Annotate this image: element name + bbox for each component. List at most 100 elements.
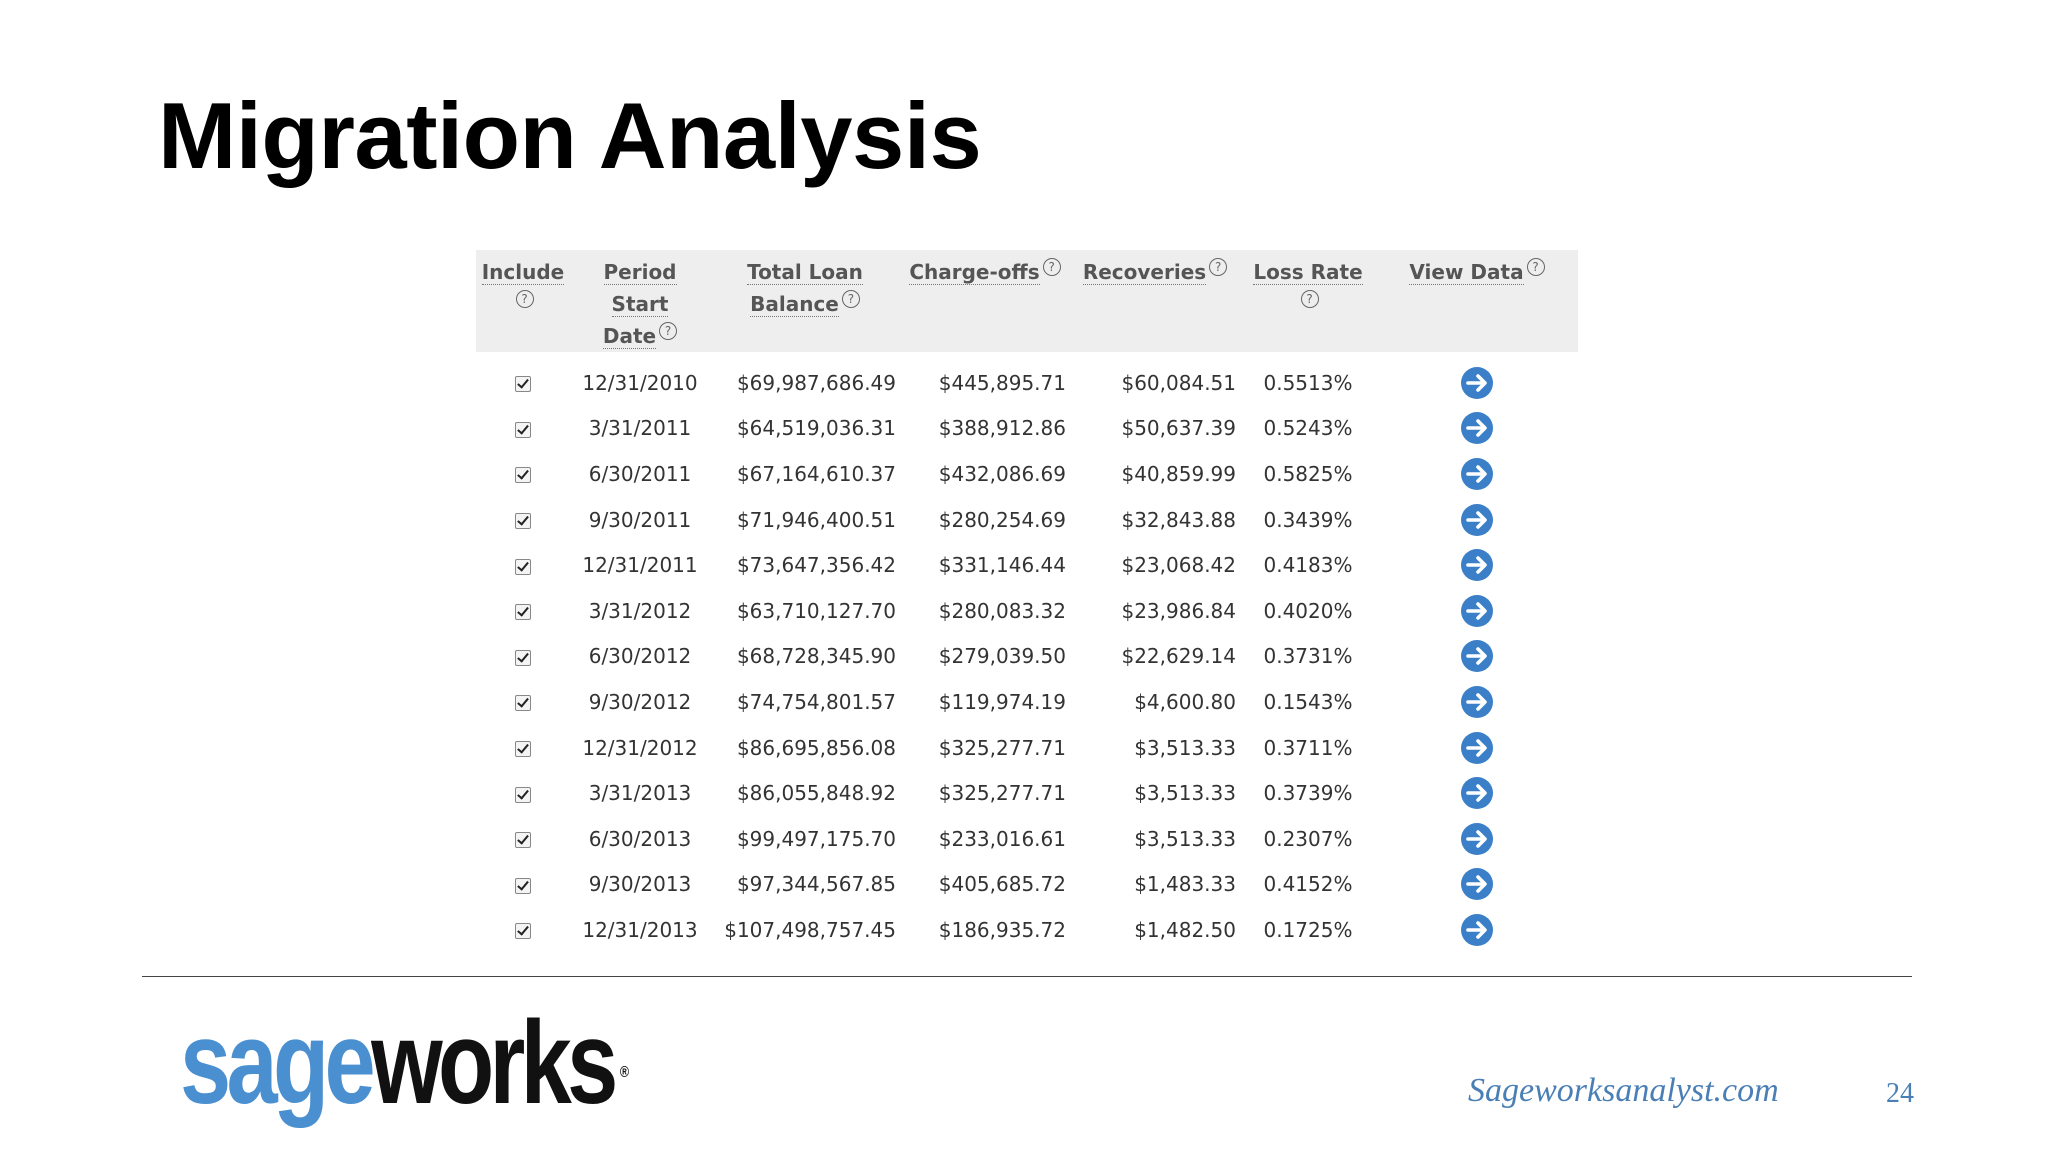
include-checkbox[interactable]: [515, 421, 531, 438]
cell-recoveries: $23,068.42: [1121, 553, 1236, 578]
include-checkbox[interactable]: [515, 832, 531, 849]
table-row: 3/31/2011 $64,519,036.31 $388,912.86 $50,63…: [476, 406, 1578, 452]
cell-recoveries: $22,629.14: [1121, 644, 1236, 669]
cell-view-data: [1376, 542, 1578, 588]
cell-view-data: [1376, 816, 1578, 862]
arrow-right-circle-icon[interactable]: [1460, 457, 1494, 491]
cell-recoveries: $3,513.33: [1134, 735, 1236, 760]
include-checkbox[interactable]: [515, 741, 531, 758]
help-icon[interactable]: ?: [1042, 258, 1061, 277]
cell-period-start-date: 3/31/2012: [588, 598, 692, 623]
header-period-start-date: Period Start Date?: [570, 250, 710, 352]
cell-total-loan-balance: $67,164,610.37: [736, 461, 896, 486]
include-checkbox[interactable]: [515, 558, 531, 575]
cell-view-data: [1376, 907, 1578, 953]
table-row: 3/31/2012 $63,710,127.70 $280,083.32 $23,98…: [476, 588, 1578, 634]
cell-period-start-date: 6/30/2013: [588, 826, 692, 851]
header-view-data: View Data?: [1376, 250, 1578, 352]
cell-charge-offs: $280,083.32: [938, 598, 1066, 623]
cell-charge-offs: $331,146.44: [938, 553, 1066, 578]
cell-view-data: [1376, 634, 1578, 680]
table-row: 12/31/2013 $107,498,757.45 $186,935.72 $1,4…: [476, 907, 1578, 953]
cell-include: [476, 816, 570, 862]
arrow-right-circle-icon[interactable]: [1460, 411, 1494, 445]
cell-recoveries: $4,600.80: [1134, 689, 1236, 714]
cell-loss-rate: 0.4152%: [1263, 872, 1353, 897]
arrow-right-circle-icon[interactable]: [1460, 639, 1494, 673]
cell-loss-rate: 0.3739%: [1263, 781, 1353, 806]
cell-recoveries: $1,483.33: [1134, 872, 1236, 897]
cell-loss-rate: 0.2307%: [1263, 826, 1353, 851]
logo-works-text: works: [371, 997, 618, 1129]
include-checkbox[interactable]: [515, 467, 531, 484]
cell-total-loan-balance: $107,498,757.45: [724, 917, 896, 942]
include-checkbox[interactable]: [515, 786, 531, 803]
migration-table-container: Include? Period Start Date? Total Loan B…: [476, 250, 1578, 953]
include-checkbox[interactable]: [515, 376, 531, 393]
arrow-right-circle-icon[interactable]: [1460, 867, 1494, 901]
arrow-right-circle-icon[interactable]: [1460, 366, 1494, 400]
cell-loss-rate: 0.3711%: [1263, 735, 1353, 760]
include-checkbox[interactable]: [515, 695, 531, 712]
site-link[interactable]: Sageworksanalyst.com: [1468, 1072, 1779, 1109]
arrow-right-circle-icon[interactable]: [1460, 731, 1494, 765]
cell-total-loan-balance: $73,647,356.42: [736, 553, 896, 578]
cell-charge-offs: $388,912.86: [938, 416, 1066, 441]
header-view-data-label: View Data: [1409, 260, 1524, 285]
table-row: 12/31/2010 $69,987,686.49 $445,895.71 $60,0…: [476, 352, 1578, 406]
cell-total-loan-balance: $64,519,036.31: [736, 416, 896, 441]
arrow-right-circle-icon[interactable]: [1460, 503, 1494, 537]
include-checkbox[interactable]: [515, 923, 531, 940]
include-checkbox[interactable]: [515, 877, 531, 894]
arrow-right-circle-icon[interactable]: [1460, 548, 1494, 582]
cell-total-loan-balance: $69,987,686.49: [736, 370, 896, 395]
arrow-right-circle-icon[interactable]: [1460, 913, 1494, 947]
cell-view-data: [1376, 497, 1578, 543]
logo-registered-mark: ®: [619, 1064, 630, 1081]
arrow-right-circle-icon[interactable]: [1460, 685, 1494, 719]
cell-view-data: [1376, 725, 1578, 771]
cell-recoveries: $3,513.33: [1134, 826, 1236, 851]
table-row: 6/30/2012 $68,728,345.90 $279,039.50 $22,62…: [476, 634, 1578, 680]
include-checkbox[interactable]: [515, 649, 531, 666]
arrow-right-circle-icon[interactable]: [1460, 776, 1494, 810]
cell-view-data: [1376, 588, 1578, 634]
cell-charge-offs: $233,016.61: [938, 826, 1066, 851]
cell-period-start-date: 6/30/2012: [588, 644, 692, 669]
cell-loss-rate: 0.4183%: [1263, 553, 1353, 578]
include-checkbox[interactable]: [515, 513, 531, 530]
cell-include: [476, 451, 570, 497]
help-icon[interactable]: ?: [515, 290, 534, 309]
header-total-loan-balance: Total Loan Balance?: [710, 250, 900, 352]
arrow-right-circle-icon[interactable]: [1460, 822, 1494, 856]
table-row: 9/30/2011 $71,946,400.51 $280,254.69 $32,84…: [476, 497, 1578, 543]
cell-view-data: [1376, 352, 1578, 406]
cell-include: [476, 497, 570, 543]
header-balance-line1: Total Loan: [747, 260, 863, 285]
cell-view-data: [1376, 406, 1578, 452]
header-chargeoffs-label: Charge-offs: [909, 260, 1040, 285]
migration-table: Include? Period Start Date? Total Loan B…: [476, 250, 1578, 953]
include-checkbox[interactable]: [515, 604, 531, 621]
help-icon[interactable]: ?: [1300, 290, 1319, 309]
arrow-right-circle-icon[interactable]: [1460, 594, 1494, 628]
cell-loss-rate: 0.4020%: [1263, 598, 1353, 623]
cell-recoveries: $60,084.51: [1121, 370, 1236, 395]
cell-loss-rate: 0.3731%: [1263, 644, 1353, 669]
cell-view-data: [1376, 451, 1578, 497]
cell-total-loan-balance: $74,754,801.57: [736, 689, 896, 714]
cell-include: [476, 907, 570, 953]
help-icon[interactable]: ?: [1526, 258, 1545, 277]
cell-period-start-date: 9/30/2012: [588, 689, 692, 714]
help-icon[interactable]: ?: [1209, 258, 1228, 277]
cell-period-start-date: 3/31/2011: [588, 416, 692, 441]
help-icon[interactable]: ?: [841, 290, 860, 309]
cell-include: [476, 679, 570, 725]
cell-total-loan-balance: $71,946,400.51: [736, 507, 896, 532]
cell-charge-offs: $119,974.19: [938, 689, 1066, 714]
footer-divider: [142, 976, 1912, 977]
cell-include: [476, 770, 570, 816]
help-icon[interactable]: ?: [659, 322, 678, 341]
cell-recoveries: $50,637.39: [1121, 416, 1236, 441]
cell-charge-offs: $325,277.71: [938, 781, 1066, 806]
